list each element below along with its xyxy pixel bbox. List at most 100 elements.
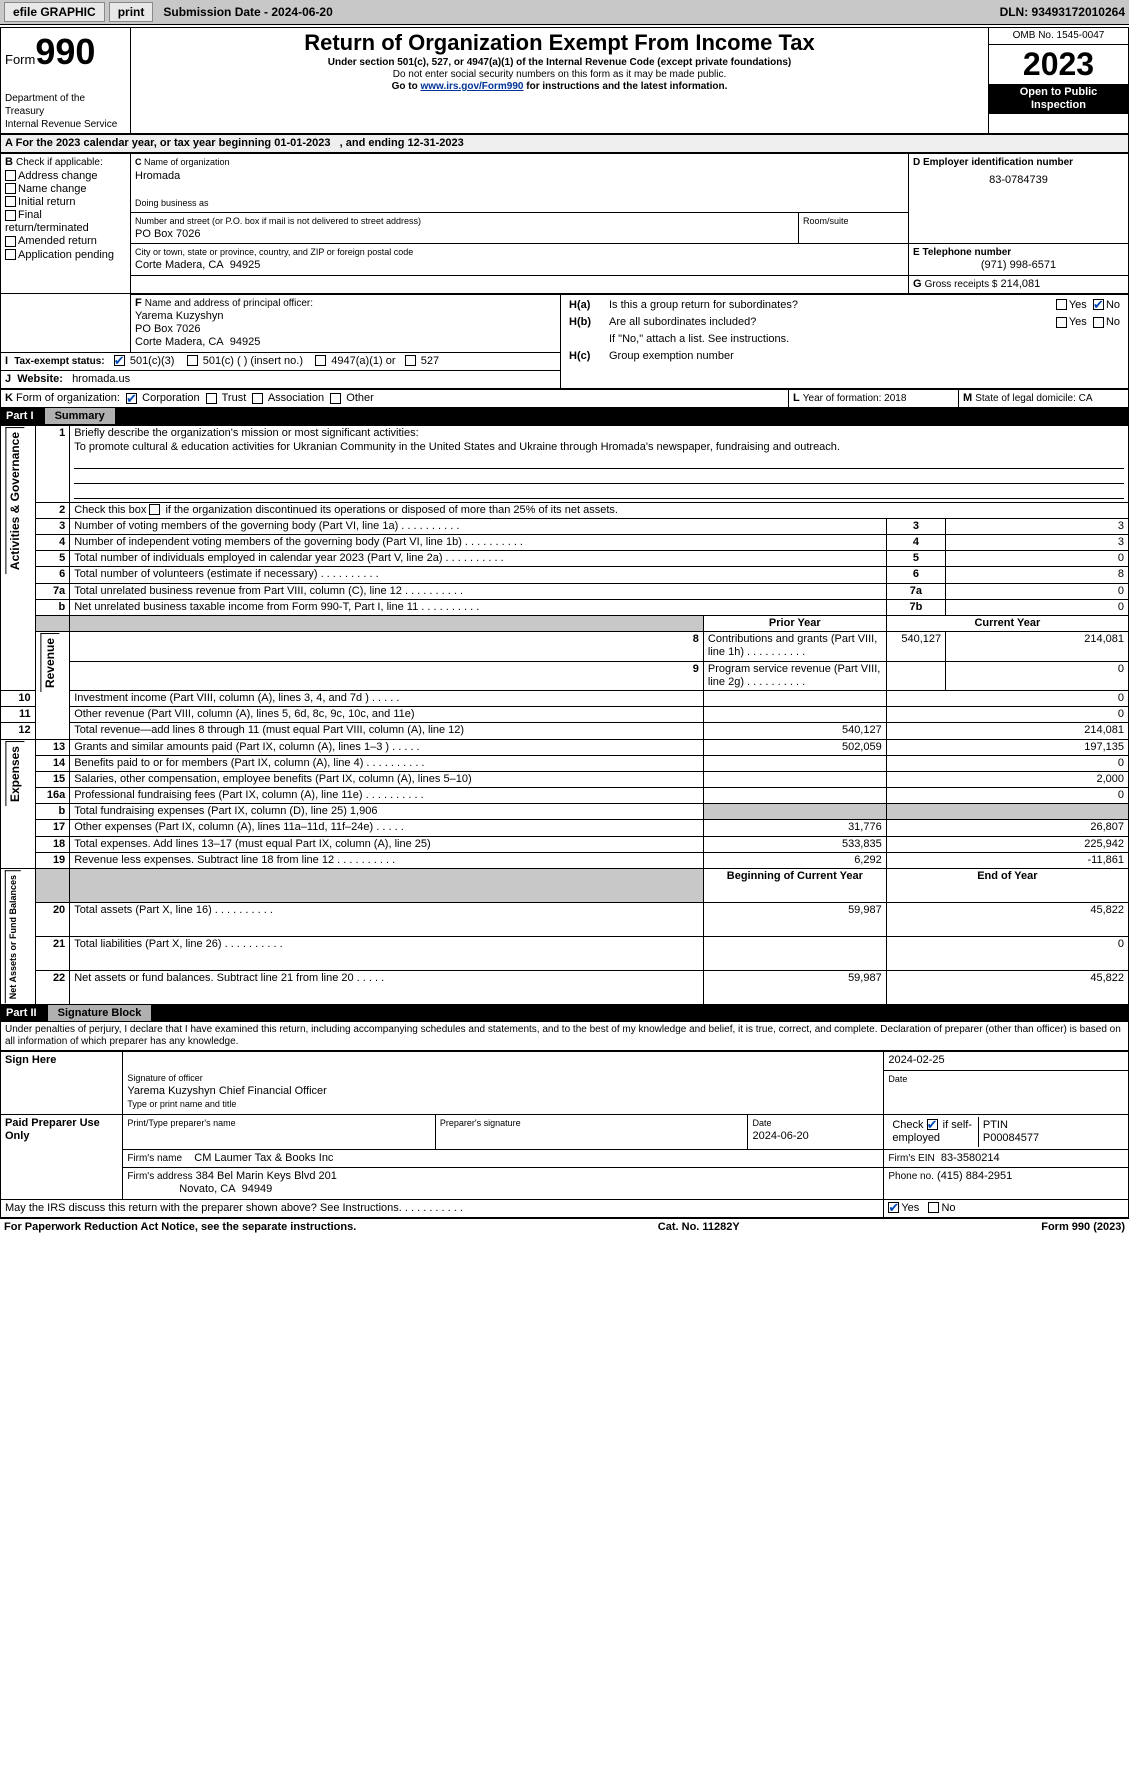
side-activities-governance: Activities & Governance (5, 427, 24, 574)
discuss-yes[interactable] (888, 1202, 899, 1213)
ein-label: D Employer identification number (913, 157, 1073, 168)
chk-other[interactable] (330, 393, 341, 404)
opt-527: 527 (421, 355, 439, 367)
ln: 12 (1, 723, 36, 739)
part-i-header: Part I Summary (0, 408, 1129, 425)
row-val: 0 (946, 599, 1129, 615)
ln: 13 (35, 739, 70, 755)
row-desc: Total revenue—add lines 8 through 11 (mu… (70, 723, 704, 739)
officer-name: Yarema Kuzyshyn (135, 310, 223, 322)
form-of-org-label: Form of organization: (16, 392, 120, 404)
chk-self-employed[interactable] (927, 1119, 938, 1130)
row-desc: Other expenses (Part IX, column (A), lin… (70, 820, 704, 836)
ssn-note: Do not enter social security numbers on … (135, 69, 984, 81)
chk-corp[interactable] (126, 393, 137, 404)
firm-phone: (415) 884-2951 (937, 1170, 1012, 1182)
table-row: bTotal fundraising expenses (Part IX, co… (1, 804, 1129, 820)
ha-yes[interactable] (1056, 299, 1067, 310)
row-prior (886, 661, 945, 690)
col-begin-year: Beginning of Current Year (703, 869, 886, 903)
table-row: 19Revenue less expenses. Subtract line 1… (1, 852, 1129, 868)
row-prior: 533,835 (703, 836, 886, 852)
ln: 16a (35, 788, 70, 804)
line-a-text: For the 2023 calendar year, or tax year … (16, 137, 464, 149)
title-main: Return of Organization Exempt From Incom… (135, 30, 984, 56)
date-label: Date (888, 1074, 907, 1084)
table-row: 11Other revenue (Part VIII, column (A), … (1, 707, 1129, 723)
chk-527[interactable] (405, 355, 416, 366)
org-name: Hromada (135, 170, 180, 182)
row-prior: 540,127 (703, 723, 886, 739)
chk-assoc[interactable] (252, 393, 263, 404)
open-inspection: Open to Public Inspection (989, 84, 1128, 114)
chk-final-return[interactable]: Final return/terminated (5, 209, 89, 234)
chk-initial-return[interactable]: Initial return (5, 196, 75, 208)
row-desc: Number of independent voting members of … (70, 535, 887, 551)
discuss-no[interactable] (928, 1202, 939, 1213)
chk-501c3[interactable] (114, 355, 125, 366)
yes-label: Yes (1069, 299, 1087, 311)
row-desc: Total liabilities (Part X, line 26) (70, 937, 704, 971)
gross-receipts-value: 214,081 (1001, 278, 1041, 290)
pdate-value: 2024-06-20 (752, 1130, 808, 1142)
firm-addr1: 384 Bel Marin Keys Blvd 201 (196, 1170, 337, 1182)
row-box: 7a (886, 583, 945, 599)
row-prior: 59,987 (703, 971, 886, 1005)
ln: 9 (70, 661, 704, 690)
ln: 17 (35, 820, 70, 836)
row-prior (703, 937, 886, 971)
row-desc: Net assets or fund balances. Subtract li… (70, 971, 704, 1005)
firm-addr2: Novato, CA 94949 (179, 1183, 272, 1195)
chk-amended-return-label: Amended return (18, 235, 97, 247)
part-i-title: Summary (45, 408, 115, 424)
chk-amended-return[interactable]: Amended return (5, 235, 97, 247)
row-current: 2,000 (886, 771, 1128, 787)
ptp-label: Print/Type preparer's name (127, 1118, 235, 1128)
chk-4947[interactable] (315, 355, 326, 366)
ha-no[interactable] (1093, 299, 1104, 310)
row-desc: Total number of individuals employed in … (70, 551, 887, 567)
row-current: 26,807 (886, 820, 1128, 836)
city-label: City or town, state or province, country… (135, 247, 413, 257)
officer-sig-name: Yarema Kuzyshyn Chief Financial Officer (127, 1085, 327, 1097)
info-boxes: B Check if applicable: Address change Na… (0, 153, 1129, 294)
part-i-label: Part I (6, 410, 34, 422)
irs-link[interactable]: www.irs.gov/Form990 (420, 81, 523, 92)
hb-no[interactable] (1093, 317, 1104, 328)
form-label: Form990 (5, 52, 95, 67)
table-row: 4Number of independent voting members of… (1, 535, 1129, 551)
pdate-label: Date (752, 1118, 771, 1128)
hc-text: Group exemption number (605, 348, 1124, 365)
row-current: 0 (886, 937, 1128, 971)
chk-application-pending[interactable]: Application pending (5, 249, 114, 261)
chk-name-change[interactable]: Name change (5, 183, 87, 195)
chk-address-change[interactable]: Address change (5, 170, 98, 182)
declaration-text: Under penalties of perjury, I declare th… (0, 1022, 1129, 1051)
row-desc: Grants and similar amounts paid (Part IX… (70, 739, 704, 755)
hb-yes[interactable] (1056, 317, 1067, 328)
chk-501c[interactable] (187, 355, 198, 366)
row-current: 0 (886, 788, 1128, 804)
row-desc: Contributions and grants (Part VIII, lin… (703, 632, 886, 661)
tax-year: 2023 (1023, 46, 1094, 82)
table-row: bNet unrelated business taxable income f… (1, 599, 1129, 615)
phone-value: (971) 998-6571 (913, 259, 1124, 272)
irs-label: Internal Revenue Service (5, 119, 117, 130)
mission-text: To promote cultural & education activiti… (74, 441, 840, 453)
sig-date: 2024-02-25 (884, 1052, 1129, 1070)
row-current: 0 (886, 755, 1128, 771)
ptin-value: P00084577 (983, 1132, 1039, 1144)
row-desc: Net unrelated business taxable income fr… (70, 599, 887, 615)
ptin-label: PTIN (983, 1119, 1008, 1131)
row-box: 3 (886, 518, 945, 534)
print-button[interactable]: print (109, 2, 154, 22)
ln: 19 (35, 852, 70, 868)
chk-discontinued[interactable] (149, 504, 160, 515)
ln: 6 (35, 567, 70, 583)
efile-label: efile GRAPHIC (4, 2, 105, 22)
chk-trust[interactable] (206, 393, 217, 404)
hb-label: H(b) (565, 314, 605, 331)
row-box: 5 (886, 551, 945, 567)
ln: 5 (35, 551, 70, 567)
row-prior: 540,127 (886, 632, 945, 661)
